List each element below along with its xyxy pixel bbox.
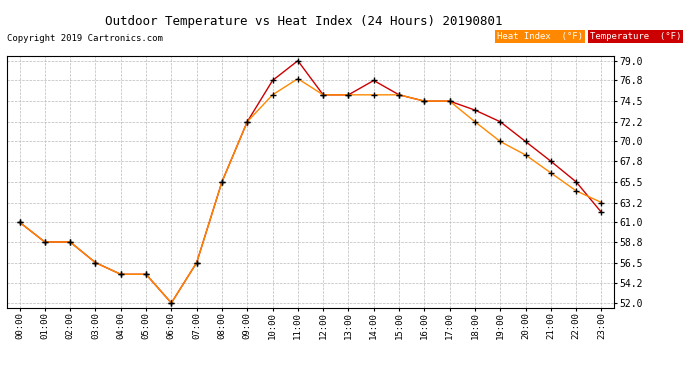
Text: Heat Index  (°F): Heat Index (°F) <box>497 32 583 41</box>
Text: Outdoor Temperature vs Heat Index (24 Hours) 20190801: Outdoor Temperature vs Heat Index (24 Ho… <box>105 15 502 28</box>
Text: Temperature  (°F): Temperature (°F) <box>590 32 681 41</box>
Text: Copyright 2019 Cartronics.com: Copyright 2019 Cartronics.com <box>7 34 163 43</box>
